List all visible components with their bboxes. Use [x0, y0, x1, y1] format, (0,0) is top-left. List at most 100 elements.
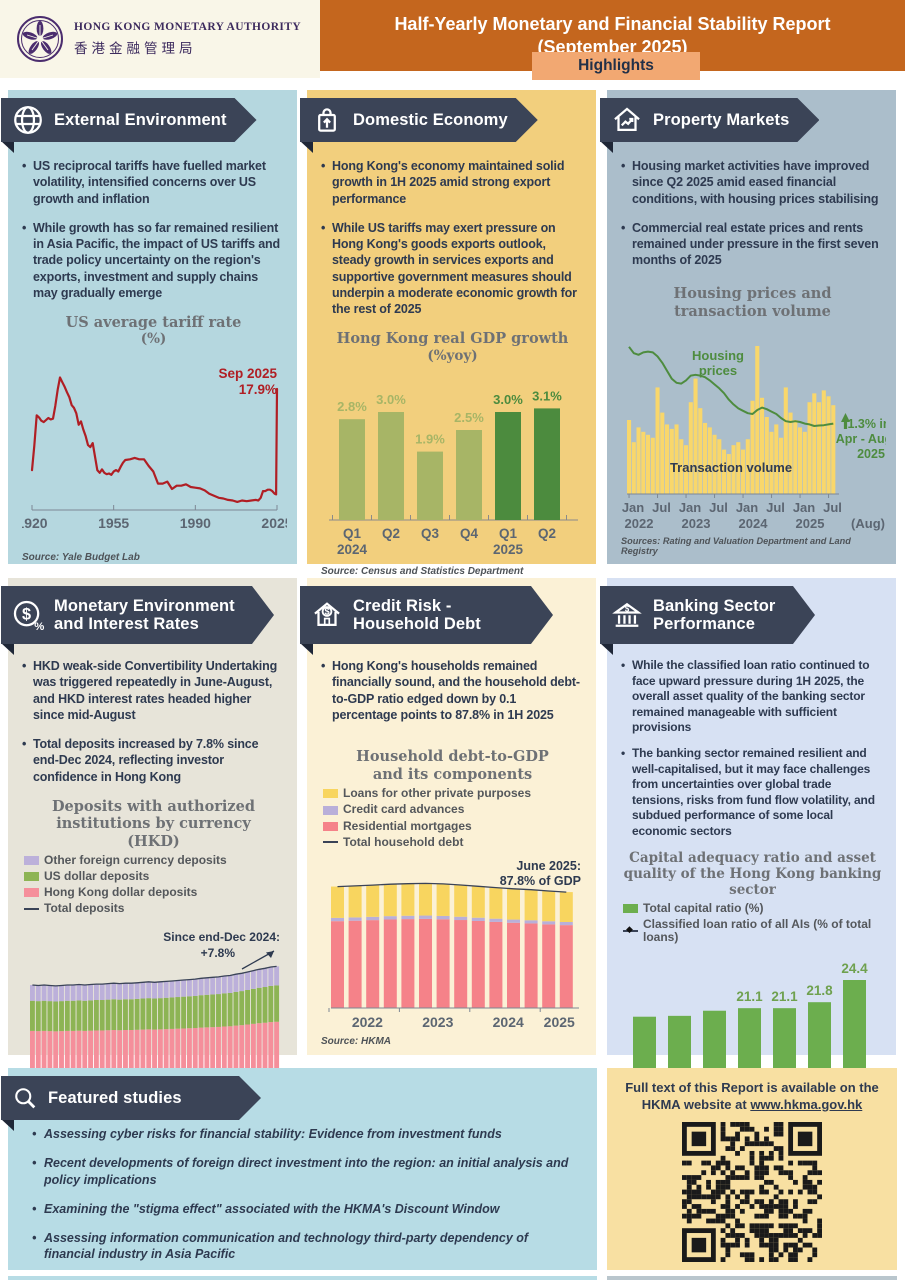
svg-text:17.9%: 17.9% [239, 382, 277, 397]
svg-text:2022: 2022 [352, 1014, 383, 1030]
panel-domestic-economy: Domestic Economy Hong Kong's economy mai… [300, 90, 596, 577]
qr-panel: Full text of this Report is available on… [607, 1068, 897, 1270]
svg-text:Since end-Dec 2024:: Since end-Dec 2024: [163, 930, 280, 944]
svg-text:June 2025:: June 2025: [516, 859, 581, 873]
svg-text:24.4: 24.4 [841, 961, 868, 976]
svg-text:Q1: Q1 [499, 526, 518, 541]
legend-line-swatch [323, 841, 338, 844]
svg-text:3.0%: 3.0% [493, 392, 523, 407]
bullet: Hong Kong's households remained financia… [321, 658, 584, 723]
panel-title: Credit Risk - Household Debt [353, 596, 481, 633]
featured-study-item: Assessing information communication and … [32, 1230, 577, 1263]
chart-title: Household debt-to-GDP and its components [356, 748, 549, 783]
legend-item: Hong Kong dollar deposits [24, 886, 285, 899]
svg-text:+7.8%: +7.8% [201, 946, 236, 960]
panel-property-markets: Property Markets Housing market activiti… [600, 90, 896, 564]
panel-banner: External Environment [1, 98, 257, 142]
svg-text:$: $ [22, 606, 31, 624]
svg-text:Q3: Q3 [421, 526, 440, 541]
legend-label: Total deposits [44, 901, 125, 916]
legend-item: Loans for other private purposes [323, 787, 584, 800]
panel-featured-studies: Featured studies Assessing cyber risks f… [1, 1068, 597, 1270]
panel-title: Banking Sector Performance [653, 596, 776, 633]
svg-text:1.3% in: 1.3% in [847, 417, 886, 431]
household-debt-stacked-chart: June 2025:87.8% of GDP 2022 2023 2024 2025 [328, 859, 581, 1030]
svg-text:3.0%: 3.0% [376, 392, 406, 407]
tariff-chart-block: US average tariff rate(%) 1920 1955 1990 20… [22, 314, 287, 563]
hkma-website-link[interactable]: www.hkma.gov.hk [750, 1096, 863, 1112]
legend-item: Total deposits [24, 902, 285, 915]
legend-item: US dollar deposits [24, 869, 285, 884]
svg-text:(Aug): (Aug) [851, 516, 885, 531]
bullet: Total deposits increased by 7.8% since e… [22, 736, 285, 785]
panel-banner: Property Markets [600, 98, 819, 142]
hkma-logo [17, 16, 63, 62]
panel-banking-sector: $ Banking Sector Performance While the c… [600, 578, 896, 1166]
shopping-bag-up-icon [310, 103, 344, 137]
svg-text:2025: 2025 [544, 1014, 575, 1030]
magnifier-icon [11, 1084, 39, 1112]
bullet: While US tariffs may exert pressure on H… [321, 220, 584, 318]
bullet: Commercial real estate prices and rents … [621, 220, 884, 269]
panel-credit-risk: $ Credit Risk - Household Debt Hong Kong… [300, 578, 596, 1055]
house-trend-icon [610, 103, 644, 137]
chart-title: Capital adequacy ratio and asset quality… [623, 849, 882, 898]
svg-text:%: % [34, 621, 44, 632]
svg-text:Jul: Jul [709, 500, 728, 515]
bullet: Housing market activities have improved … [621, 158, 884, 207]
svg-text:2024: 2024 [493, 1014, 524, 1030]
legend-line-swatch [623, 924, 638, 935]
panel-title: Property Markets [653, 110, 790, 129]
svg-text:prices: prices [699, 363, 737, 378]
legend-label: US dollar deposits [44, 869, 150, 884]
legend-color-swatch [323, 789, 338, 799]
svg-text:2025: 2025 [261, 515, 287, 531]
banking-legend: Total capital ratio (%)Classified loan r… [623, 901, 884, 945]
legend-item: Classified loan ratio of all AIs (% of t… [623, 918, 884, 944]
housing-chart-block: Housing prices and transaction volume Ho… [621, 285, 886, 556]
banner-fold [600, 141, 613, 153]
svg-text:21.8: 21.8 [806, 983, 833, 998]
chart-source: Sources: Rating and Valuation Department… [621, 536, 851, 556]
banner-fold [1, 1119, 14, 1131]
deposits-chart-block: Deposits with authorized institutions by… [22, 798, 285, 1114]
org-name-en: HONG KONG MONETARY AUTHORITY [74, 21, 302, 33]
legend-label: Other foreign currency deposits [44, 852, 227, 867]
legend-color-swatch [24, 856, 39, 866]
featured-study-item: Recent developments of foreign direct in… [32, 1155, 577, 1188]
household-debt-chart-block: Household debt-to-GDP and its components… [321, 748, 584, 1047]
bullet: The banking sector remained resilient an… [621, 746, 884, 840]
banner-fold [1, 141, 14, 153]
banner-fold [300, 643, 313, 655]
svg-text:Q2: Q2 [382, 526, 400, 541]
panel-external-environment: External Environment US reciprocal tarif… [1, 90, 297, 564]
svg-text:2022: 2022 [625, 516, 654, 531]
report-title-line2: (September 2025) [537, 36, 688, 57]
bullet: HKD weak-side Convertibility Undertaking… [22, 658, 285, 723]
svg-text:21.1: 21.1 [736, 989, 763, 1004]
svg-text:Jan: Jan [622, 500, 644, 515]
svg-text:3.1%: 3.1% [532, 388, 562, 403]
svg-text:Jul: Jul [766, 500, 785, 515]
svg-text:21.1: 21.1 [771, 989, 798, 1004]
legend-item: Credit card advances [323, 803, 584, 816]
chart-title: Deposits with authorized institutions by… [51, 797, 256, 850]
qr-code [682, 1121, 822, 1262]
banner-fold [1, 643, 14, 655]
bank-icon: $ [610, 598, 644, 632]
svg-text:Housing: Housing [692, 348, 744, 363]
legend-line-swatch [24, 908, 39, 911]
svg-text:Jul: Jul [652, 500, 671, 515]
svg-text:2025: 2025 [796, 516, 825, 531]
report-title-line1: Half-Yearly Monetary and Financial Stabi… [394, 13, 831, 34]
house-dollar-icon: $ [310, 598, 344, 632]
panel-title: Domestic Economy [353, 110, 508, 129]
next-page-sliver-left [8, 1276, 597, 1280]
svg-text:Q2: Q2 [538, 526, 556, 541]
chart-title: US average tariff rate (%) [65, 314, 242, 348]
svg-text:2023: 2023 [422, 1014, 453, 1030]
hkma-header-block: HONG KONG MONETARY AUTHORITY 香港金融管理局 [0, 0, 320, 78]
svg-text:2023: 2023 [682, 516, 711, 531]
